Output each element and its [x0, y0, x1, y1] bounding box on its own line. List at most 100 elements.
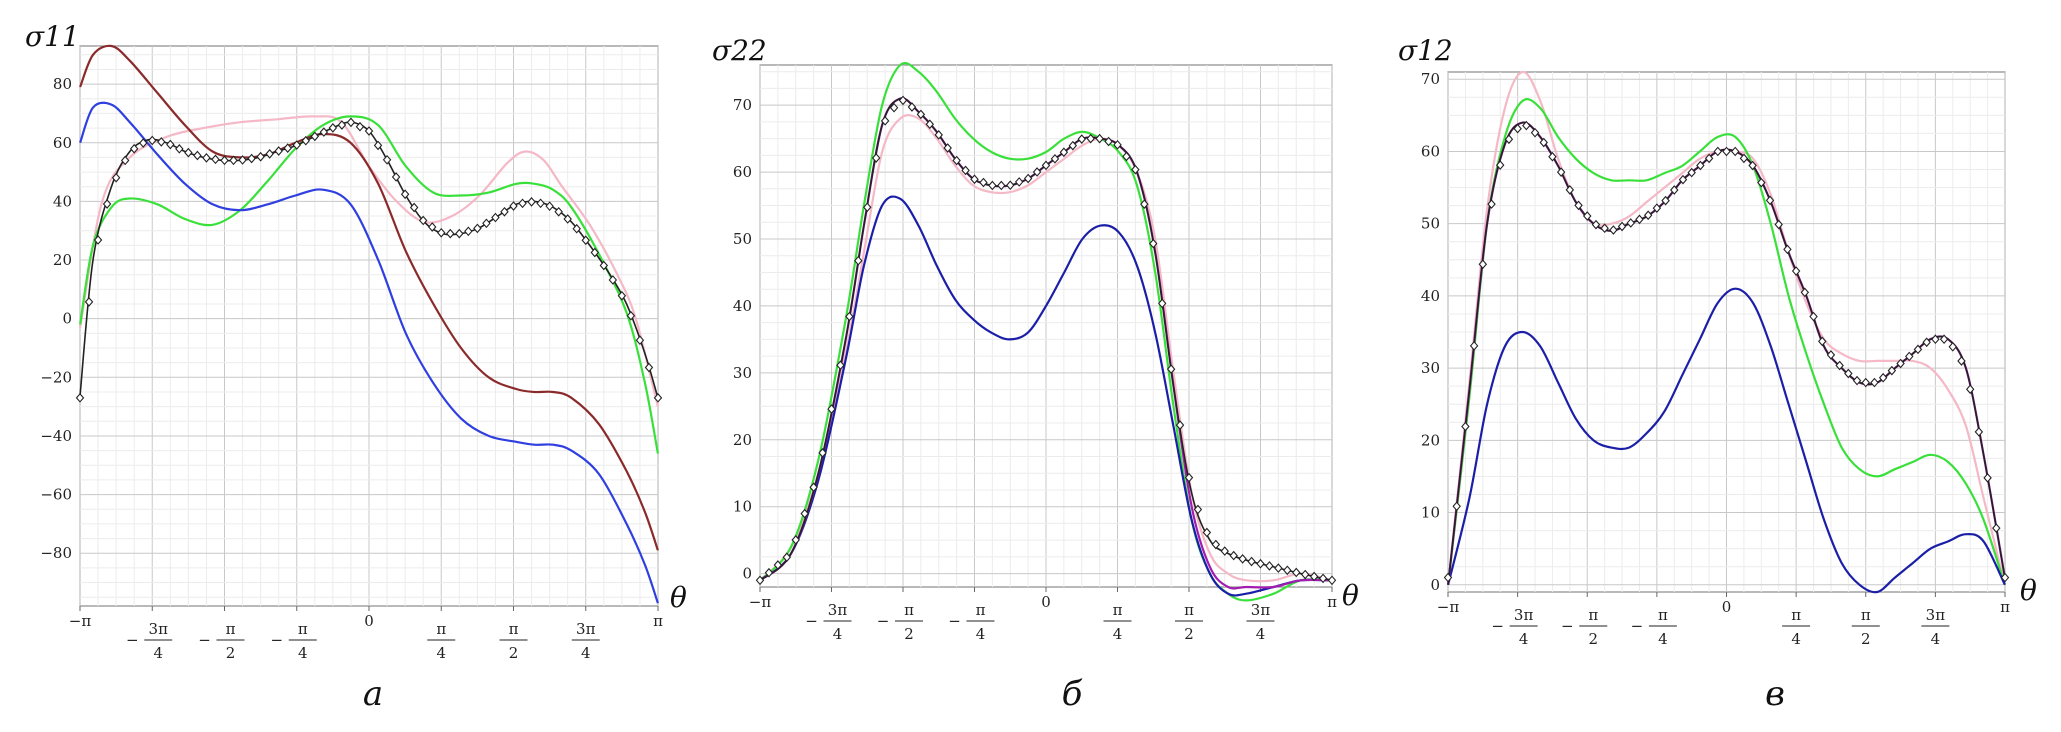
- x-tick-label: π 4−: [270, 620, 317, 662]
- data-point: [961, 165, 970, 176]
- data-point: [1032, 167, 1042, 177]
- data-point: [836, 360, 845, 371]
- data-point: [1309, 571, 1319, 582]
- data-point: [925, 119, 935, 130]
- data-point: [1265, 561, 1274, 571]
- data-point: [1591, 219, 1601, 230]
- data-point: [310, 131, 320, 142]
- data-point: [1791, 266, 1801, 276]
- svg-text:4: 4: [976, 625, 986, 643]
- data-point: [1548, 151, 1557, 162]
- y-tick-label: 0: [742, 565, 752, 583]
- y-tick-label: 40: [1421, 287, 1440, 305]
- x-tick-label: π 4−: [1631, 606, 1677, 648]
- data-point: [111, 172, 121, 183]
- data-point: [554, 206, 563, 217]
- data-point: [1041, 160, 1051, 171]
- data-point: [373, 140, 383, 151]
- x-tick-label: 0: [364, 612, 374, 630]
- data-point: [93, 235, 103, 245]
- y-axis-label: σ22: [712, 34, 767, 67]
- x-tick-label: π 2−: [877, 601, 923, 643]
- x-tick-label: π: [653, 612, 663, 630]
- data-point: [1238, 554, 1247, 564]
- x-tick-label: π: [1327, 593, 1337, 611]
- data-point: [1104, 136, 1113, 147]
- svg-text:−: −: [126, 631, 139, 649]
- y-tick-label: 50: [1421, 215, 1440, 233]
- data-point: [871, 153, 881, 163]
- svg-text:4: 4: [1113, 625, 1123, 643]
- data-point: [1983, 473, 1992, 483]
- y-tick-label: −20: [40, 368, 72, 386]
- data-point: [1443, 572, 1453, 583]
- data-point: [220, 155, 229, 166]
- data-point: [1905, 351, 1914, 362]
- data-point: [328, 123, 338, 133]
- x-tick-label: π 4−: [948, 601, 995, 643]
- data-point: [1068, 140, 1078, 151]
- data-point: [1809, 311, 1818, 322]
- data-point: [1896, 358, 1905, 369]
- svg-text:4: 4: [1256, 625, 1266, 643]
- data-point: [500, 206, 509, 217]
- data-point: [1583, 211, 1592, 221]
- data-point: [1504, 134, 1514, 145]
- data-point: [1274, 563, 1283, 573]
- data-point: [1861, 377, 1870, 388]
- data-point: [1487, 199, 1496, 209]
- data-point: [102, 199, 112, 209]
- data-point: [1495, 160, 1505, 170]
- data-point: [1006, 180, 1015, 191]
- data-point: [319, 127, 329, 137]
- svg-text:π: π: [226, 620, 236, 638]
- data-point: [1478, 259, 1488, 270]
- data-point: [581, 235, 590, 246]
- data-point: [599, 260, 609, 271]
- data-point: [1678, 174, 1688, 185]
- data-point: [1870, 377, 1879, 388]
- data-point: [845, 311, 854, 322]
- svg-text:−: −: [1561, 617, 1574, 635]
- data-point: [148, 135, 157, 146]
- series-line-black: [79, 121, 659, 399]
- x-tick-label: 3π 4−: [805, 601, 852, 643]
- data-point: [1086, 133, 1095, 144]
- y-tick-label: 80: [53, 75, 72, 93]
- data-point: [1661, 195, 1670, 206]
- data-point: [202, 153, 211, 163]
- data-point: [2000, 572, 2010, 583]
- data-point: [1530, 127, 1540, 138]
- data-point: [1131, 164, 1140, 175]
- svg-text:2: 2: [1861, 630, 1871, 648]
- x-tick-label: −π: [1437, 598, 1460, 616]
- svg-text:π: π: [1184, 601, 1194, 619]
- data-point: [211, 154, 220, 165]
- data-point: [464, 226, 473, 237]
- svg-text:4: 4: [1658, 630, 1668, 648]
- svg-text:2: 2: [1588, 630, 1598, 648]
- x-tick-label: 0: [1041, 593, 1051, 611]
- svg-text:4: 4: [298, 644, 308, 662]
- data-point: [545, 201, 554, 212]
- x-tick-label: π: [2000, 598, 2010, 616]
- data-point: [1059, 147, 1069, 158]
- y-tick-label: 50: [733, 230, 752, 248]
- svg-text:−: −: [1491, 617, 1504, 635]
- data-point: [509, 201, 518, 211]
- data-point: [482, 218, 491, 229]
- svg-text:2: 2: [509, 644, 519, 662]
- x-tick-label: 3π4: [571, 620, 600, 662]
- data-point: [818, 448, 827, 458]
- svg-text:2: 2: [226, 644, 236, 662]
- data-point: [166, 139, 175, 150]
- data-point: [1730, 146, 1740, 157]
- grid: [79, 46, 659, 606]
- x-tick-label: 3π 4−: [1491, 606, 1538, 648]
- y-tick-label: 40: [53, 192, 72, 210]
- data-point: [1913, 344, 1923, 355]
- data-point: [455, 228, 464, 239]
- data-point: [1247, 556, 1256, 567]
- svg-text:4: 4: [1791, 630, 1801, 648]
